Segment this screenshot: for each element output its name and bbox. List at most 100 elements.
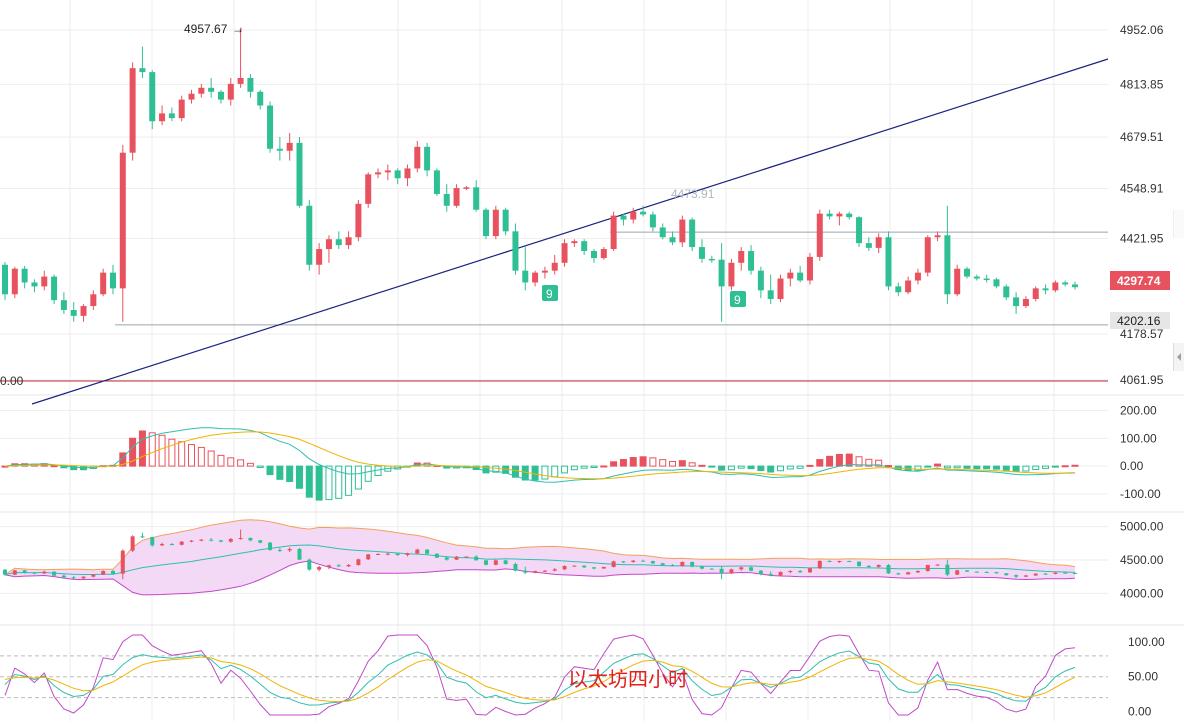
boll-candle bbox=[857, 561, 862, 567]
boll-candle bbox=[739, 566, 744, 571]
candle bbox=[777, 274, 784, 303]
boll-candle-body bbox=[150, 537, 155, 546]
candle-body bbox=[11, 268, 18, 295]
candle-body bbox=[139, 68, 146, 73]
boll-candle bbox=[965, 570, 970, 572]
macd-histogram-bar bbox=[698, 464, 706, 467]
macd-histogram-bar bbox=[973, 465, 981, 470]
boll-candle bbox=[484, 560, 489, 566]
boll-candle bbox=[876, 564, 881, 568]
boll-candle-body bbox=[248, 538, 253, 541]
candle-body bbox=[620, 215, 627, 220]
candle bbox=[267, 101, 274, 153]
candle-body bbox=[335, 239, 342, 246]
boll-candle bbox=[896, 572, 901, 575]
boll-candle-body bbox=[199, 539, 204, 541]
candle-body bbox=[806, 256, 813, 281]
boll-candle bbox=[110, 569, 115, 575]
candle bbox=[463, 186, 470, 191]
boll-candle bbox=[209, 538, 214, 542]
scroll-handle-top[interactable] bbox=[1173, 210, 1184, 238]
boll-candle bbox=[837, 560, 842, 563]
candle-body bbox=[41, 276, 48, 287]
macd-histogram-bar bbox=[580, 465, 588, 469]
candle bbox=[355, 199, 362, 242]
boll-candle bbox=[1063, 572, 1068, 574]
candle bbox=[541, 266, 548, 279]
candle bbox=[90, 290, 97, 310]
boll-candle bbox=[120, 549, 125, 580]
candle bbox=[846, 211, 853, 220]
boll-candle-body bbox=[297, 549, 302, 560]
boll-candle bbox=[1023, 575, 1028, 577]
candle bbox=[728, 258, 735, 291]
boll-candle-body bbox=[385, 553, 390, 555]
boll-candle bbox=[945, 559, 950, 577]
candle-body bbox=[247, 77, 254, 92]
price-tick-label: 4679.51 bbox=[1120, 130, 1164, 144]
macd-histogram-bar bbox=[364, 465, 372, 482]
candle bbox=[1062, 280, 1069, 287]
boll-candle bbox=[1053, 572, 1058, 575]
boll-candle-body bbox=[484, 560, 489, 565]
boll-candle bbox=[886, 564, 891, 574]
candle-body bbox=[51, 276, 58, 301]
candle-body bbox=[31, 282, 38, 287]
boll-mid-line bbox=[4, 544, 1076, 576]
candle-body bbox=[1042, 288, 1049, 291]
macd-histogram-bar bbox=[1022, 465, 1030, 472]
macd-histogram-bar bbox=[492, 465, 500, 473]
collapse-panel-handle[interactable] bbox=[1173, 343, 1184, 371]
candle bbox=[286, 133, 293, 161]
boll-candle-body bbox=[542, 570, 547, 572]
boll-candle-body bbox=[3, 569, 7, 575]
boll-candle bbox=[317, 566, 322, 572]
macd-histogram-bar bbox=[217, 454, 225, 467]
candle bbox=[973, 274, 980, 281]
boll-candle bbox=[405, 552, 410, 557]
macd-histogram-bar bbox=[737, 465, 745, 469]
boll-candle bbox=[925, 564, 930, 572]
boll-candle-body bbox=[572, 565, 577, 567]
candle-body bbox=[698, 247, 705, 259]
candle-body bbox=[1072, 284, 1078, 288]
candle bbox=[669, 231, 676, 246]
candle bbox=[836, 211, 843, 226]
candle-body bbox=[433, 170, 440, 194]
macd-histogram-bar bbox=[924, 465, 932, 468]
candle-body bbox=[757, 270, 764, 291]
candle-body bbox=[954, 268, 961, 295]
boll-candle bbox=[915, 570, 920, 573]
candle bbox=[885, 231, 892, 291]
macd-histogram-bar bbox=[963, 465, 971, 469]
candle bbox=[600, 247, 607, 260]
candle-body bbox=[689, 219, 696, 248]
boll-candle-body bbox=[807, 568, 812, 573]
boll-candle-body bbox=[699, 566, 704, 569]
boll-candle-body bbox=[218, 540, 223, 542]
boll-candle bbox=[22, 569, 27, 574]
candle bbox=[865, 237, 872, 252]
boll-candle-body bbox=[876, 565, 881, 567]
candle-body bbox=[610, 215, 617, 250]
boll-candle-body bbox=[650, 561, 655, 564]
macd-histogram-bar bbox=[816, 459, 824, 467]
candle-body bbox=[414, 146, 421, 169]
boll-candle-body bbox=[601, 567, 606, 569]
candle-body bbox=[728, 262, 735, 287]
boll-candle bbox=[12, 570, 17, 576]
boll-candle-body bbox=[729, 569, 734, 574]
boll-candle-body bbox=[817, 561, 822, 569]
boll-candle-body bbox=[591, 567, 596, 569]
candle-body bbox=[257, 91, 264, 106]
boll-candle-body bbox=[209, 539, 214, 541]
kdj-d-line bbox=[4, 656, 1076, 703]
boll-candle bbox=[660, 562, 665, 566]
boll-candle bbox=[847, 560, 852, 562]
candle bbox=[384, 164, 391, 181]
candle-body bbox=[168, 113, 175, 119]
candle-body bbox=[748, 251, 755, 271]
macd-histogram-bar bbox=[953, 465, 961, 469]
macd-panel bbox=[1, 427, 1079, 501]
boll-candle-body bbox=[533, 571, 538, 573]
